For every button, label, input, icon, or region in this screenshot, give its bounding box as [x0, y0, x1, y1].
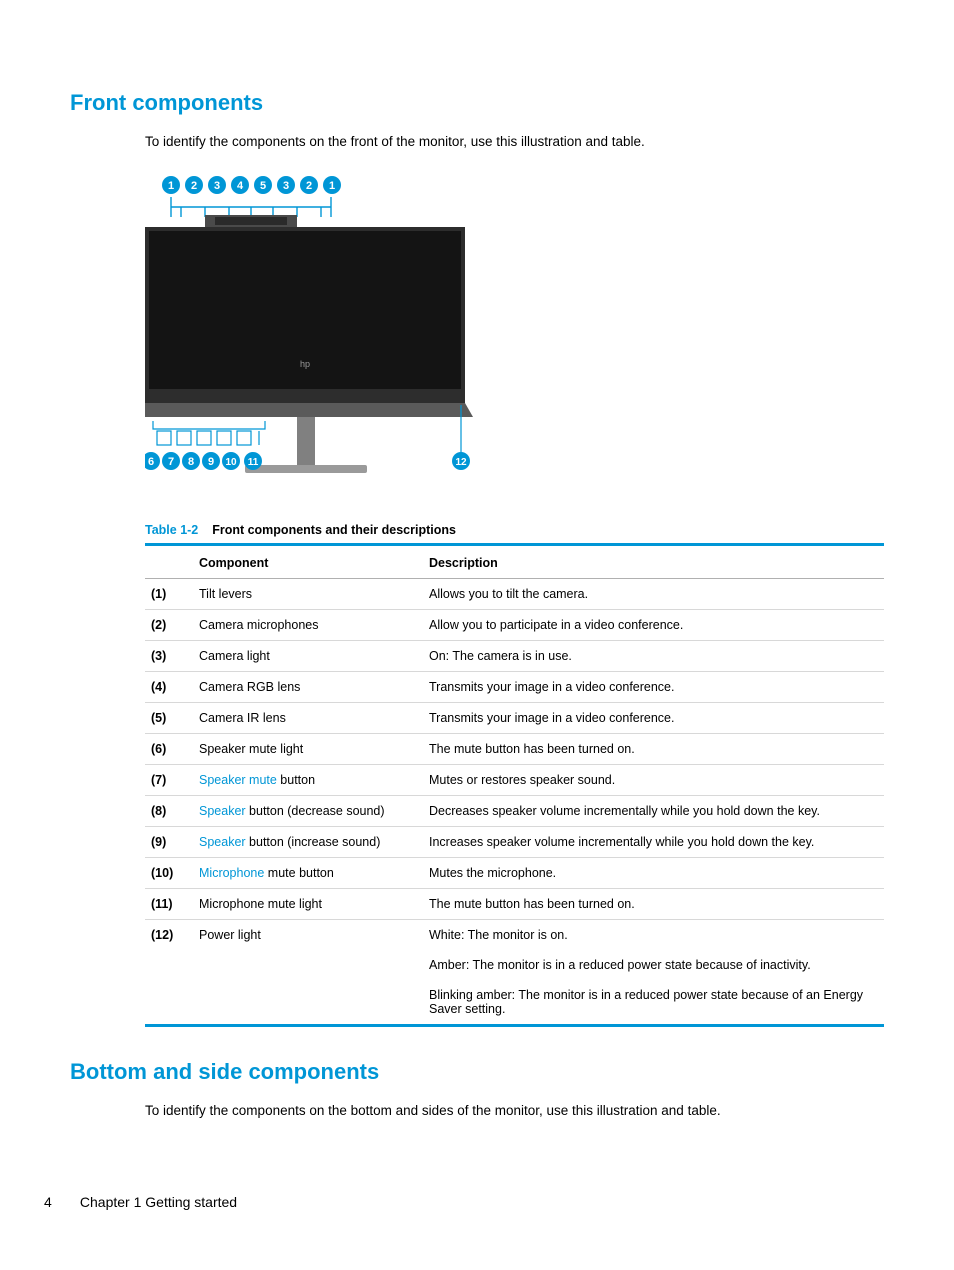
- table-row: (4)Camera RGB lensTransmits your image i…: [145, 672, 884, 703]
- row-number: (11): [145, 889, 193, 920]
- row-number: (10): [145, 858, 193, 889]
- row-description: Blinking amber: The monitor is in a redu…: [423, 980, 884, 1026]
- callout-number: 8: [188, 456, 194, 468]
- front-components-intro: To identify the components on the front …: [145, 134, 884, 149]
- table-row: (8)Speaker button (decrease sound)Decrea…: [145, 796, 884, 827]
- table-row: (10)Microphone mute buttonMutes the micr…: [145, 858, 884, 889]
- row-component: Speaker button (increase sound): [193, 827, 423, 858]
- row-description: Mutes or restores speaker sound.: [423, 765, 884, 796]
- component-label-suffix: button: [277, 773, 315, 787]
- table-row: (12)Power lightWhite: The monitor is on.: [145, 920, 884, 951]
- table-row: (3)Camera lightOn: The camera is in use.: [145, 641, 884, 672]
- component-label-suffix: button (increase sound): [246, 835, 381, 849]
- row-component: Speaker mute button: [193, 765, 423, 796]
- row-description: Transmits your image in a video conferen…: [423, 672, 884, 703]
- callout-number: 4: [237, 180, 244, 192]
- table-row: Amber: The monitor is in a reduced power…: [145, 950, 884, 980]
- row-component: Camera light: [193, 641, 423, 672]
- row-number: (2): [145, 610, 193, 641]
- row-number: (12): [145, 920, 193, 951]
- table-number: Table 1-2: [145, 523, 198, 537]
- table-head-description: Description: [423, 545, 884, 579]
- row-description: White: The monitor is on.: [423, 920, 884, 951]
- bottom-side-heading: Bottom and side components: [70, 1059, 884, 1085]
- table-row: Blinking amber: The monitor is in a redu…: [145, 980, 884, 1026]
- component-link[interactable]: Microphone: [199, 866, 264, 880]
- callout-number: 7: [168, 456, 174, 468]
- front-components-table: Component Description (1)Tilt leversAllo…: [145, 543, 884, 1027]
- component-link[interactable]: Speaker mute: [199, 773, 277, 787]
- row-number: (6): [145, 734, 193, 765]
- table-row: (1)Tilt leversAllows you to tilt the cam…: [145, 579, 884, 610]
- table-title: Front components and their descriptions: [212, 523, 456, 537]
- row-number: (9): [145, 827, 193, 858]
- row-number: (5): [145, 703, 193, 734]
- row-component: Microphone mute button: [193, 858, 423, 889]
- row-description: Decreases speaker volume incrementally w…: [423, 796, 884, 827]
- row-number: (4): [145, 672, 193, 703]
- row-number: (8): [145, 796, 193, 827]
- svg-text:hp: hp: [300, 359, 310, 369]
- front-components-figure: 12345321 hp: [145, 173, 884, 493]
- callout-number: 9: [208, 456, 214, 468]
- bottom-side-intro: To identify the components on the bottom…: [145, 1103, 884, 1118]
- row-number: (1): [145, 579, 193, 610]
- row-component: Power light: [193, 920, 423, 951]
- row-component: Tilt levers: [193, 579, 423, 610]
- page-number: 4: [44, 1194, 76, 1210]
- row-component: Speaker mute light: [193, 734, 423, 765]
- table-row: (5)Camera IR lensTransmits your image in…: [145, 703, 884, 734]
- table-row: (11)Microphone mute lightThe mute button…: [145, 889, 884, 920]
- callout-number: 10: [225, 457, 237, 468]
- row-number: (7): [145, 765, 193, 796]
- callout-number: 11: [248, 457, 259, 468]
- callout-number: 3: [283, 180, 289, 192]
- row-description: The mute button has been turned on.: [423, 734, 884, 765]
- callout-number: 3: [214, 180, 220, 192]
- table-row: (6)Speaker mute lightThe mute button has…: [145, 734, 884, 765]
- row-description: The mute button has been turned on.: [423, 889, 884, 920]
- row-description: Increases speaker volume incrementally w…: [423, 827, 884, 858]
- row-description: Mutes the microphone.: [423, 858, 884, 889]
- row-description: On: The camera is in use.: [423, 641, 884, 672]
- callout-number: 1: [329, 180, 335, 192]
- component-label-suffix: button (decrease sound): [246, 804, 385, 818]
- component-link[interactable]: Speaker: [199, 835, 246, 849]
- chapter-label: Chapter 1 Getting started: [80, 1194, 237, 1210]
- callout-number: 6: [148, 456, 154, 468]
- callout-number: 5: [260, 180, 266, 192]
- row-description: Amber: The monitor is in a reduced power…: [423, 950, 884, 980]
- row-component: Speaker button (decrease sound): [193, 796, 423, 827]
- component-label-suffix: mute button: [264, 866, 334, 880]
- table-row: (2)Camera microphonesAllow you to partic…: [145, 610, 884, 641]
- page-footer: 4 Chapter 1 Getting started: [44, 1194, 237, 1210]
- row-component: Camera microphones: [193, 610, 423, 641]
- front-components-heading: Front components: [70, 90, 884, 116]
- row-component: Camera RGB lens: [193, 672, 423, 703]
- callout-number: 12: [455, 457, 467, 468]
- table-row: (9)Speaker button (increase sound)Increa…: [145, 827, 884, 858]
- component-link[interactable]: Speaker: [199, 804, 246, 818]
- row-description: Allows you to tilt the camera.: [423, 579, 884, 610]
- callout-number: 1: [168, 180, 174, 192]
- row-description: Transmits your image in a video conferen…: [423, 703, 884, 734]
- table-row: (7)Speaker mute buttonMutes or restores …: [145, 765, 884, 796]
- row-description: Allow you to participate in a video conf…: [423, 610, 884, 641]
- row-number: (3): [145, 641, 193, 672]
- table-caption: Table 1-2 Front components and their des…: [145, 523, 884, 537]
- callout-number: 2: [191, 180, 197, 192]
- callout-number: 2: [306, 180, 312, 192]
- row-component: Microphone mute light: [193, 889, 423, 920]
- table-head-component: Component: [193, 545, 423, 579]
- row-component: Camera IR lens: [193, 703, 423, 734]
